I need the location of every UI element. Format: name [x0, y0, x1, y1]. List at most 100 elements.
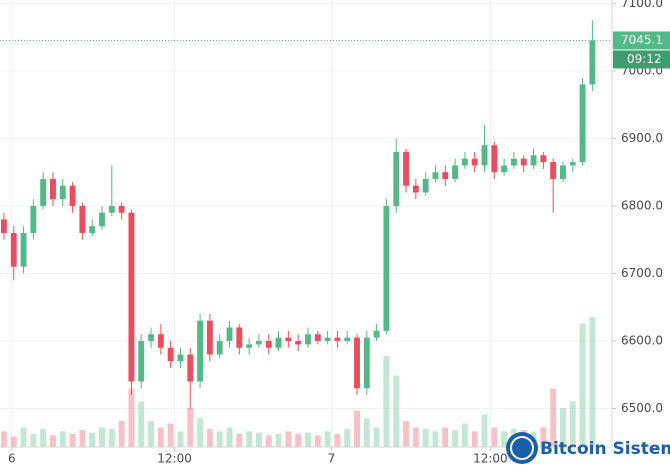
- candle-body: [285, 337, 292, 341]
- candle-body: [148, 334, 154, 341]
- candle-body: [40, 178, 47, 206]
- candle-body: [79, 205, 86, 233]
- candle-body: [59, 185, 66, 200]
- candle-body: [50, 178, 56, 200]
- candle-body: [167, 347, 174, 362]
- candle-body: [0, 219, 7, 233]
- candle-body: [354, 337, 360, 389]
- volume-bar: [491, 427, 498, 447]
- candle-body: [295, 340, 302, 345]
- volume-bar: [285, 431, 292, 447]
- candle-body: [236, 327, 243, 348]
- volume-bar: [30, 434, 37, 447]
- candle-body: [314, 334, 321, 341]
- last-price-box: [613, 31, 670, 50]
- candle-body: [10, 232, 17, 267]
- x-tick-label: 12:00: [157, 452, 192, 466]
- volume-bar: [452, 430, 459, 447]
- countdown-label: 09:12: [627, 52, 662, 66]
- watermark-text: Bitcoin Sistemi: [540, 439, 670, 459]
- candle-body: [569, 162, 576, 166]
- candle-body: [138, 340, 145, 382]
- candle-body: [550, 162, 557, 179]
- volume-bar: [10, 436, 17, 447]
- volume-bar: [177, 431, 184, 447]
- candle-body: [383, 205, 390, 331]
- candle-body: [579, 84, 586, 163]
- volume-bar: [579, 323, 586, 447]
- candle-body: [69, 185, 76, 206]
- volume-bar: [403, 421, 409, 447]
- candle-body: [118, 205, 125, 213]
- candle-body: [255, 340, 262, 345]
- volume-bar: [197, 418, 204, 447]
- volume-bar: [89, 432, 96, 447]
- volume-bar: [275, 434, 282, 447]
- candle-body: [510, 158, 517, 166]
- y-tick-label: 6700.0: [621, 266, 663, 280]
- watermark-logo-ring: [510, 436, 534, 460]
- y-tick-label: 6900.0: [621, 131, 663, 145]
- candle-body: [20, 232, 27, 267]
- candle-body: [363, 337, 370, 389]
- volume-bar: [334, 434, 341, 447]
- candle-body: [422, 178, 429, 193]
- volume-bar: [108, 428, 115, 447]
- candle-body: [589, 40, 596, 85]
- candle-body: [412, 185, 419, 193]
- volume-bar: [412, 427, 419, 447]
- volume-bar: [363, 418, 370, 447]
- candle-body: [452, 165, 459, 179]
- candle-body: [471, 158, 478, 166]
- candle-body: [30, 205, 37, 233]
- candle-body: [128, 212, 135, 382]
- volume-bar: [589, 317, 596, 447]
- candle-body: [177, 354, 184, 362]
- candle-body: [481, 145, 488, 166]
- price-axis-panel: [612, 0, 670, 470]
- volume-bar: [432, 431, 439, 447]
- volume-bar: [99, 427, 105, 447]
- candle-body: [540, 155, 547, 163]
- volume-bar: [138, 401, 145, 447]
- volume-bar: [265, 435, 272, 447]
- candle-body: [491, 145, 498, 173]
- volume-bar: [471, 431, 478, 447]
- volume-bar: [305, 432, 311, 447]
- candle-body: [334, 337, 341, 341]
- volume-bar: [167, 423, 174, 447]
- volume-bar: [206, 428, 213, 447]
- candle-body: [501, 165, 508, 173]
- volume-bar: [118, 421, 125, 447]
- volume-bar: [157, 427, 164, 447]
- candle-layer: [0, 20, 596, 409]
- volume-layer: [0, 317, 596, 447]
- volume-bar: [560, 408, 566, 447]
- volume-bar: [324, 431, 331, 447]
- volume-bar: [40, 428, 47, 447]
- volume-bar: [550, 388, 557, 447]
- candle-body: [226, 327, 233, 341]
- volume-bar: [236, 434, 243, 447]
- volume-bar: [481, 414, 488, 447]
- volume-bar: [20, 427, 27, 447]
- watermark: Bitcoin Sistemi: [506, 432, 670, 464]
- candle-body: [324, 337, 331, 341]
- volume-bar: [501, 431, 508, 447]
- volume-bar: [148, 421, 154, 447]
- volume-bar: [373, 427, 380, 447]
- candle-body: [246, 344, 253, 348]
- volume-bar: [295, 434, 302, 447]
- volume-bar: [255, 432, 262, 447]
- candle-body: [530, 155, 537, 166]
- volume-bar: [461, 423, 468, 447]
- countdown-box: [613, 50, 670, 69]
- candle-body: [275, 337, 282, 348]
- volume-bar: [442, 427, 449, 447]
- candle-body: [432, 172, 439, 179]
- x-tick-label: 7: [328, 452, 336, 466]
